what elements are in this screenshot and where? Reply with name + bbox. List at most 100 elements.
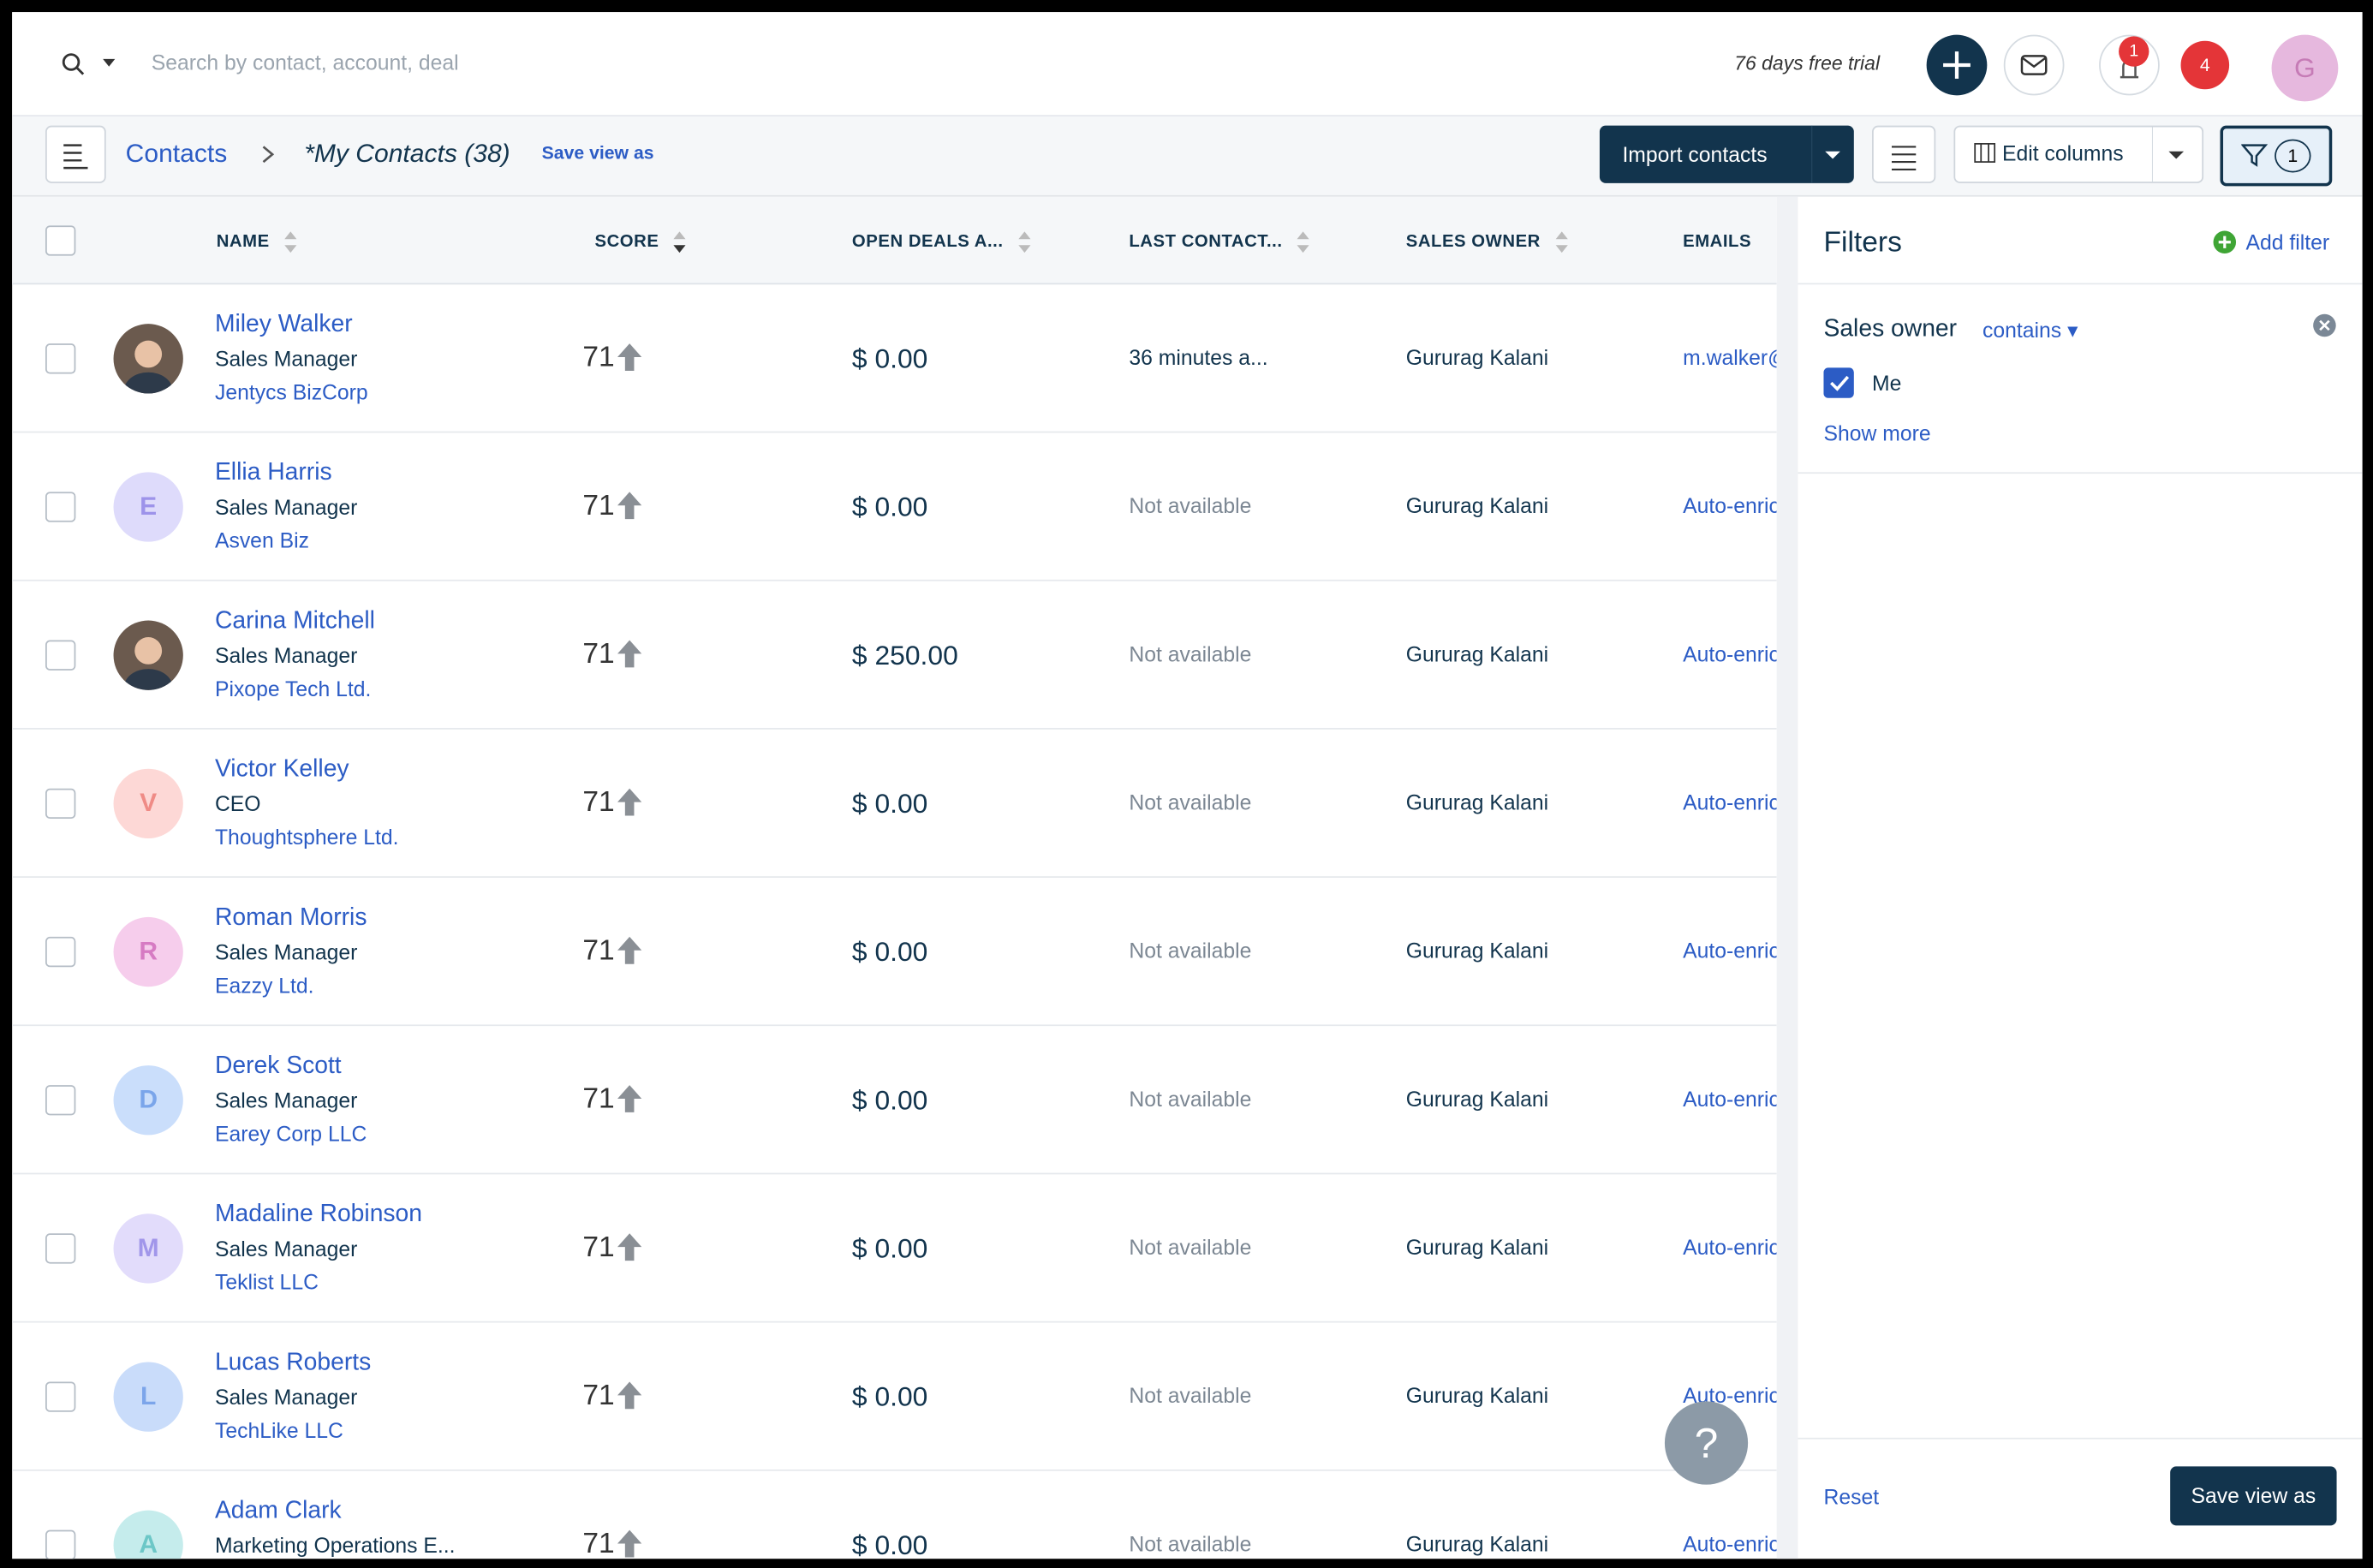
add-button[interactable]	[1926, 34, 1988, 96]
open-deals: $ 250.00	[851, 640, 958, 671]
contact-company[interactable]: Eazzy Ltd.	[214, 973, 314, 998]
filters-panel: Filters Add filter Sales owner contains …	[1776, 196, 2363, 1559]
contact-company[interactable]: Jentycs BizCorp	[214, 379, 368, 404]
column-header[interactable]: LAST CONTACT...	[1129, 231, 1309, 253]
filter-operator[interactable]: contains ▾	[1982, 318, 2078, 343]
view-count: (38)	[464, 139, 510, 169]
contact-company[interactable]: TechLike LLC	[214, 1417, 343, 1443]
row-checkbox[interactable]	[45, 492, 76, 522]
option-checkbox[interactable]	[1823, 367, 1854, 398]
remove-filter[interactable]	[2312, 313, 2336, 337]
table-row[interactable]: M Madaline Robinson Sales Manager Teklist L…	[12, 1174, 1777, 1323]
select-all-checkbox[interactable]	[45, 225, 76, 256]
table-row[interactable]: Carina Mitchell Sales Manager Pixope Tech …	[12, 581, 1777, 730]
score-trend-icon	[617, 1085, 642, 1112]
last-contacted: Not available	[1129, 790, 1252, 814]
contact-name[interactable]: Miley Walker	[214, 312, 353, 338]
row-checkbox[interactable]	[45, 936, 76, 968]
column-header[interactable]: OPEN DEALS A...	[852, 231, 1031, 253]
sort-icon[interactable]	[282, 230, 300, 254]
contact-name[interactable]: Madaline Robinson	[214, 1201, 423, 1228]
row-checkbox[interactable]	[45, 1529, 76, 1559]
table-row[interactable]: E Ellia Harris Sales Manager Asven Biz 71 $ 0…	[12, 432, 1777, 581]
table-row[interactable]: D Derek Scott Sales Manager Earey Corp LLC 7…	[12, 1026, 1777, 1175]
breadcrumb-link[interactable]: Contacts	[125, 139, 228, 169]
sort-icon[interactable]	[1016, 230, 1034, 254]
reset-link[interactable]: Reset	[1823, 1484, 1880, 1509]
contact-email[interactable]: Auto-enrich	[1683, 493, 1777, 518]
open-deals: $ 0.00	[851, 492, 928, 522]
contact-email[interactable]: Auto-enrich	[1683, 641, 1777, 666]
edit-columns-button[interactable]: Edit columns	[1953, 125, 2204, 183]
contact-email[interactable]: m.walker@...	[1683, 344, 1777, 370]
last-contacted: Not available	[1129, 641, 1252, 666]
contact-score: 71	[582, 1380, 642, 1414]
operator-label: contains	[1982, 318, 2062, 343]
contact-email[interactable]: Auto-enrich	[1683, 1531, 1777, 1556]
contact-title: CEO	[214, 791, 261, 816]
contact-email[interactable]: Auto-enrich	[1683, 790, 1777, 814]
contact-company[interactable]: Pixope Tech Ltd.	[214, 676, 372, 701]
notification-badge: 1	[2119, 36, 2149, 67]
sales-owner: Gururag Kalani	[1405, 1235, 1549, 1260]
contact-name[interactable]: Carina Mitchell	[214, 608, 375, 635]
row-checkbox[interactable]	[45, 343, 76, 374]
contact-name[interactable]: Derek Scott	[214, 1052, 342, 1080]
table-row[interactable]: V Victor Kelley CEO Thoughtsphere Ltd. 71 $ 0…	[12, 730, 1777, 878]
contact-name[interactable]: Adam Clark	[214, 1498, 342, 1524]
column-header[interactable]: NAME	[217, 231, 297, 253]
row-checkbox[interactable]	[45, 1233, 76, 1264]
add-filter-link[interactable]: Add filter	[2245, 230, 2330, 254]
open-deals: $ 0.00	[851, 1085, 928, 1116]
contact-email[interactable]: Auto-enrich	[1683, 1086, 1777, 1112]
sort-icon[interactable]	[1294, 230, 1312, 254]
contact-company[interactable]: Asven Biz	[214, 528, 309, 553]
column-header[interactable]: EMAILS	[1683, 233, 1752, 252]
contact-email[interactable]: Auto-enrich	[1683, 938, 1777, 963]
column-header[interactable]: SALES OWNER	[1406, 231, 1568, 253]
save-view-link[interactable]: Save view as	[541, 142, 654, 164]
row-checkbox[interactable]	[45, 1085, 76, 1116]
show-more-link[interactable]: Show more	[1823, 420, 1931, 445]
row-checkbox[interactable]	[45, 788, 76, 820]
table-row[interactable]: Miley Walker Sales Manager Jentycs BizCorp…	[12, 284, 1777, 433]
user-avatar[interactable]: G	[2271, 34, 2339, 102]
search-input[interactable]: Search by contact, account, deal	[151, 50, 459, 75]
contact-company[interactable]: Teklist LLC	[214, 1269, 319, 1294]
table-row[interactable]: A Adam Clark Marketing Operations E... 71 $ …	[12, 1471, 1777, 1559]
filter-button[interactable]: 1	[2220, 125, 2333, 187]
mail-button[interactable]	[2003, 34, 2065, 96]
open-deals: $ 0.00	[851, 788, 928, 820]
contact-company[interactable]: Thoughtsphere Ltd.	[214, 825, 399, 850]
contact-company[interactable]: Earey Corp LLC	[214, 1121, 367, 1146]
sidebar-toggle[interactable]	[45, 125, 106, 183]
contact-email[interactable]: Auto-enrich	[1683, 1235, 1777, 1260]
search-icon[interactable]	[61, 51, 128, 79]
contact-name[interactable]: Victor Kelley	[214, 756, 349, 783]
filter-field: Sales owner	[1823, 316, 1958, 343]
import-button[interactable]: Import contacts	[1599, 125, 1854, 183]
sort-icon[interactable]	[1553, 230, 1571, 254]
row-checkbox[interactable]	[45, 640, 76, 671]
sort-icon[interactable]	[671, 230, 689, 254]
top-bar: Search by contact, account, deal 76 days…	[12, 12, 2363, 117]
save-view-button[interactable]: Save view as	[2170, 1466, 2337, 1526]
contact-score: 71	[582, 491, 642, 524]
table-row[interactable]: L Lucas Roberts Sales Manager TechLike LLC 7…	[12, 1323, 1777, 1471]
sales-owner: Gururag Kalani	[1405, 1531, 1549, 1556]
contact-title: Sales Manager	[214, 939, 358, 964]
table-row[interactable]: R Roman Morris Sales Manager Eazzy Ltd. 71 $ …	[12, 878, 1777, 1027]
alert-count[interactable]: 4	[2180, 40, 2230, 90]
help-button[interactable]: ?	[1664, 1401, 1749, 1485]
score-trend-icon	[617, 936, 642, 964]
contact-name[interactable]: Roman Morris	[214, 904, 367, 931]
contact-name[interactable]: Lucas Roberts	[214, 1350, 372, 1376]
density-button[interactable]	[1872, 125, 1936, 183]
import-label: Import contacts	[1622, 142, 1768, 167]
filter-count: 1	[2275, 139, 2311, 173]
row-checkbox[interactable]	[45, 1381, 76, 1412]
open-deals: $ 0.00	[851, 1381, 928, 1412]
contact-name[interactable]: Ellia Harris	[214, 460, 332, 486]
column-header[interactable]: SCORE	[595, 231, 686, 253]
